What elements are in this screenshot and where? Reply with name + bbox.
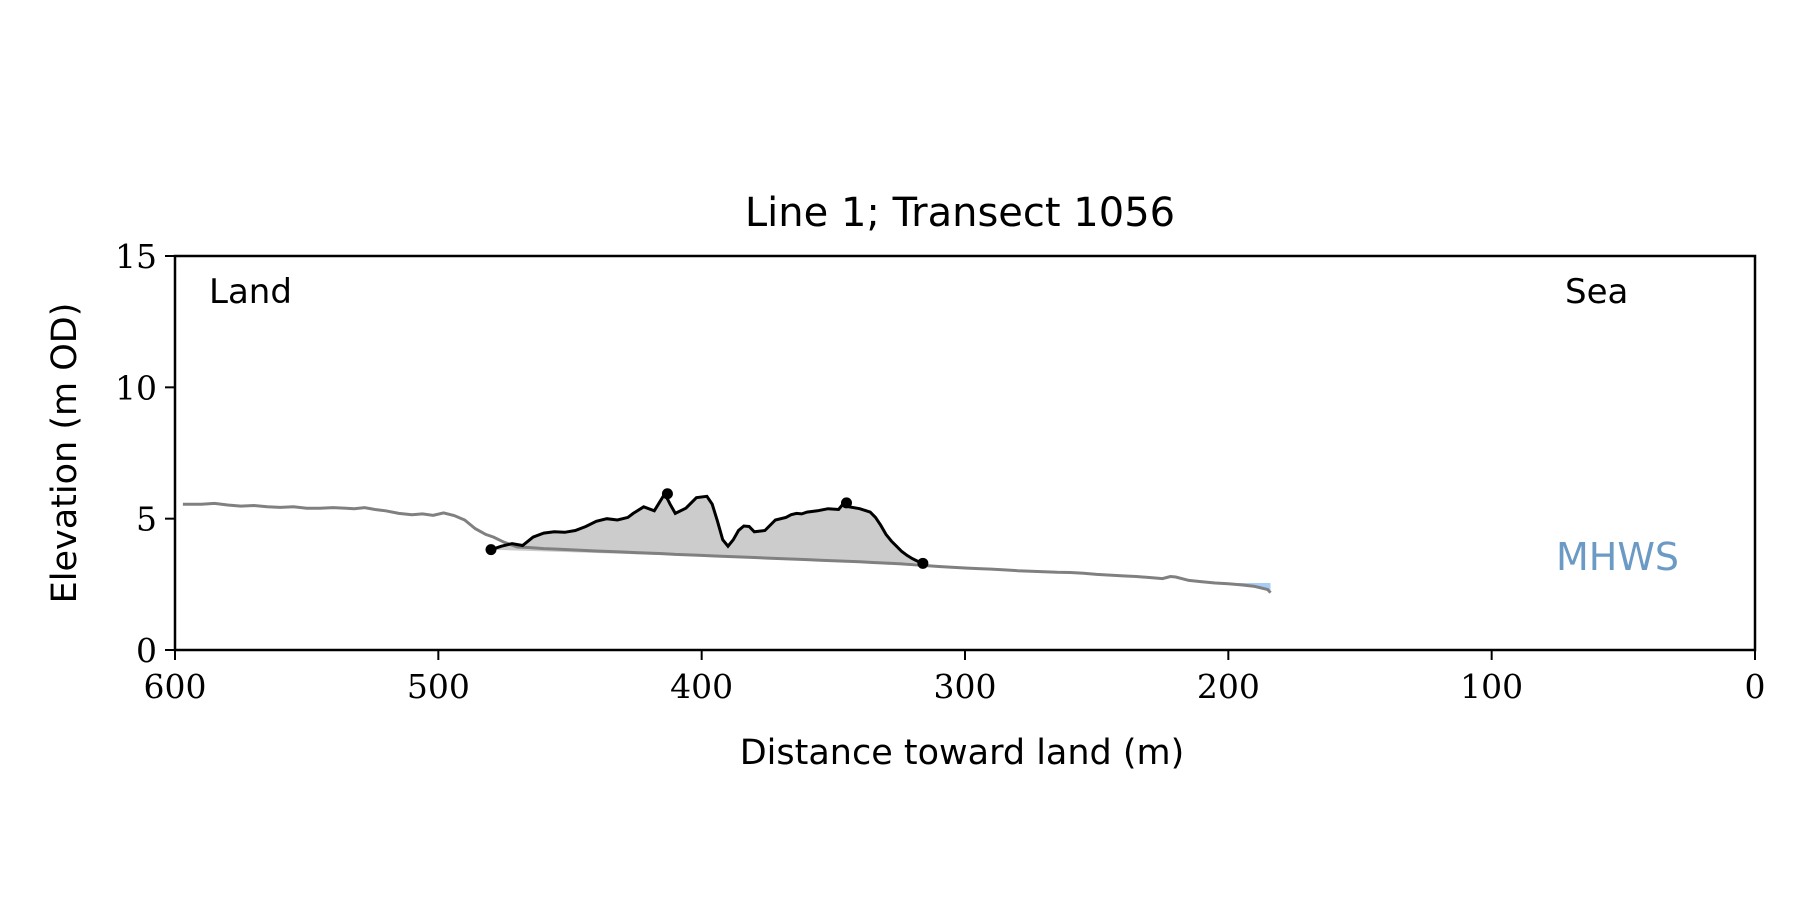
mhws-label: MHWS xyxy=(1556,535,1679,579)
profile-line xyxy=(182,501,1272,594)
dune-marker xyxy=(841,497,852,509)
mhws-fill xyxy=(1236,583,1271,593)
y-tick-label: 0 xyxy=(136,631,157,670)
y-axis: 0 5 10 15 xyxy=(115,237,175,670)
dune-fill xyxy=(491,493,923,564)
dune-marker xyxy=(485,544,497,556)
land-label: Land xyxy=(209,272,292,312)
x-tick-label: 0 xyxy=(1745,667,1766,706)
x-tick-label: 500 xyxy=(407,667,470,706)
x-tick-label: 200 xyxy=(1197,667,1260,706)
y-tick-label: 10 xyxy=(115,368,157,407)
y-tick-label: 15 xyxy=(115,237,157,276)
chart-title: Line 1; Transect 1056 xyxy=(745,190,1175,236)
x-tick-label: 600 xyxy=(144,667,207,706)
plot-area xyxy=(182,488,1272,594)
sea-label: Sea xyxy=(1565,272,1628,312)
x-tick-label: 100 xyxy=(1460,667,1523,706)
dune-marker xyxy=(661,488,673,500)
x-axis-label: Distance toward land (m) xyxy=(740,733,1185,773)
dune-line xyxy=(490,490,924,565)
y-axis-label: Elevation (m OD) xyxy=(45,303,85,604)
dune-markers xyxy=(485,488,929,569)
y-tick-label: 5 xyxy=(136,500,157,539)
x-tick-label: 400 xyxy=(670,667,733,706)
x-axis: 600 500 400 300 200 100 0 xyxy=(144,650,1766,706)
dune-marker xyxy=(917,557,929,569)
x-tick-label: 300 xyxy=(934,667,997,706)
plot-frame xyxy=(173,254,1757,652)
